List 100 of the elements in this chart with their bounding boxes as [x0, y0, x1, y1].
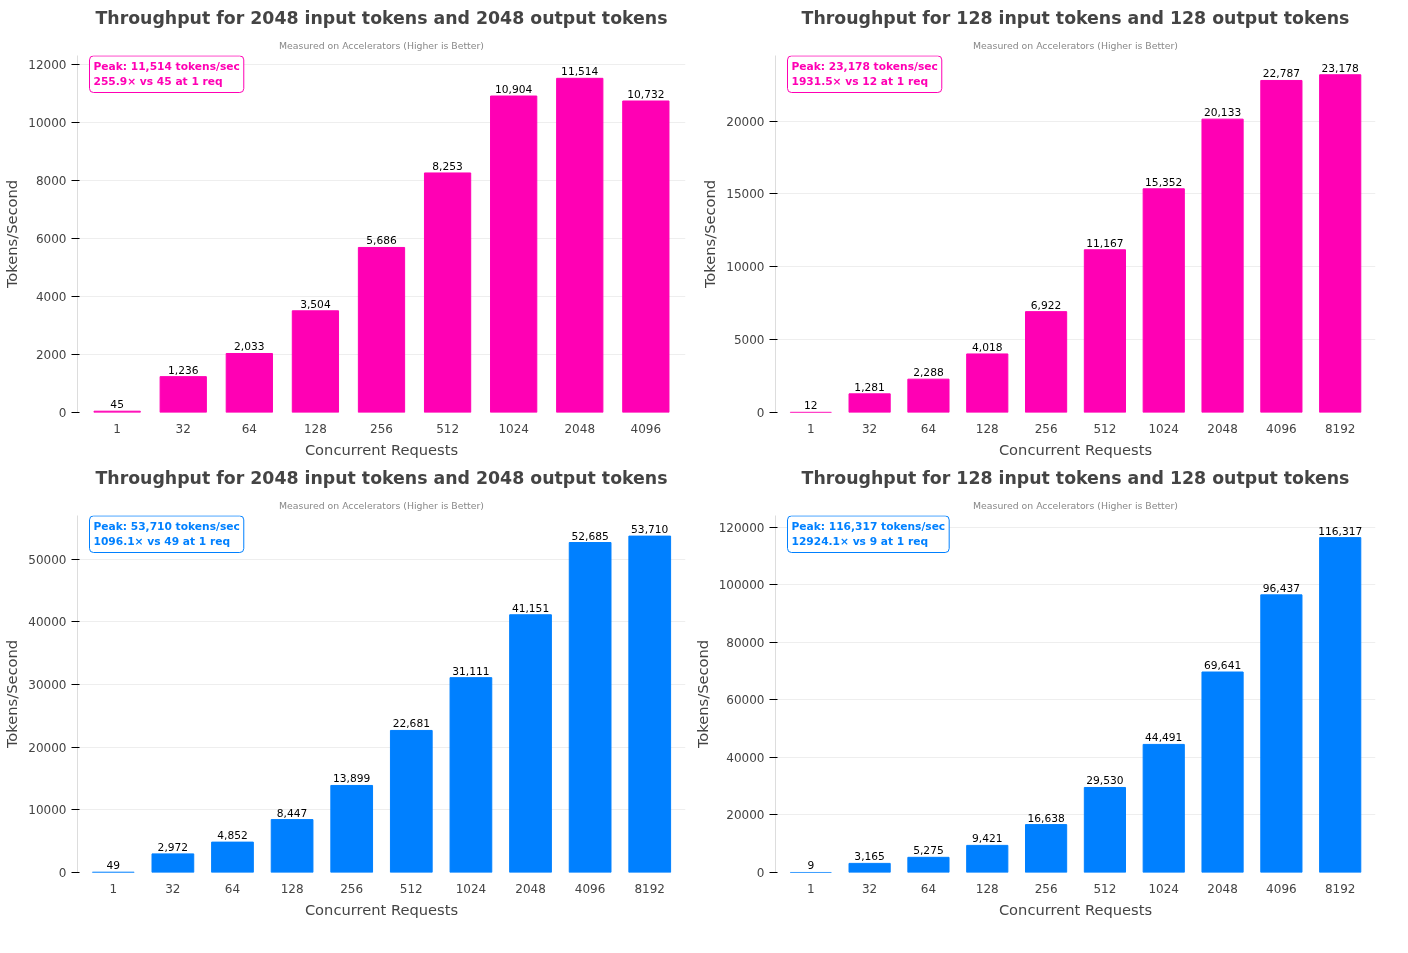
- x-tick-label: 1024: [455, 881, 487, 896]
- x-tick-label: 64: [920, 881, 937, 896]
- y-tick-label: 5000: [733, 333, 765, 348]
- annotation: Peak: 53,710 tokens/sec 1096.1× vs 49 at 1 req: [93, 519, 240, 549]
- text: 11,167: [1086, 236, 1124, 250]
- y-tick-label: 10000: [28, 115, 67, 130]
- x-tick-label: 8192: [1324, 421, 1356, 436]
- text: 1,236: [167, 363, 199, 377]
- y-tick-label: 4000: [35, 289, 67, 304]
- y-tick-label: 2000: [35, 347, 67, 362]
- x-tick-label: 2048: [1207, 421, 1238, 436]
- chart-subtitle: Measured on Accelerators (Higher is Better): [973, 39, 1178, 51]
- y-tick-label: 20000: [726, 808, 765, 823]
- x-tick-label: 8192: [634, 881, 666, 896]
- y-axis-title: Tokens/Second: [3, 639, 21, 750]
- text: 116,317: [1318, 524, 1363, 538]
- y-axis-title: Tokens/Second: [3, 179, 21, 290]
- x-tick-label: 2048: [564, 421, 596, 436]
- x-tick-label: 512: [1093, 421, 1117, 436]
- text: 22,787: [1262, 67, 1301, 81]
- y-tick-label: 20000: [28, 740, 67, 755]
- y-tick-label: 10000: [28, 803, 67, 818]
- chart-subtitle: Measured on Accelerators (Higher is Better): [973, 499, 1178, 511]
- chart-subtitle: Measured on Accelerators (Higher is Better): [279, 499, 484, 511]
- text: 52,685: [571, 529, 609, 543]
- text: 2,288: [913, 366, 944, 380]
- text: 96,437: [1262, 581, 1301, 595]
- x-tick-label: 512: [1093, 881, 1117, 896]
- y-tick-label: 120000: [718, 520, 765, 535]
- x-tick-label: 32: [861, 421, 878, 436]
- y-tick-label: 0: [756, 866, 765, 880]
- text: 4,018: [972, 340, 1003, 354]
- y-tick-label: 80000: [726, 635, 765, 650]
- y-tick-label: 15000: [726, 187, 765, 202]
- chart-subtitle: Measured on Accelerators (Higher is Better): [279, 39, 484, 51]
- annotation: Peak: 116,317 tokens/sec 12924.1× vs 9 at 1 req: [791, 519, 946, 549]
- chart-title: Throughput for 2048 input tokens and 2048 output tokens: [95, 467, 668, 488]
- x-tick-label: 1024: [1148, 881, 1180, 896]
- x-tick-label: 32: [165, 881, 181, 896]
- text: 9,421: [972, 832, 1003, 846]
- text: 49: [106, 859, 121, 873]
- x-tick-label: 64: [920, 421, 937, 436]
- annotation: Peak: 11,514 tokens/sec 255.9× vs 45 at 1 req: [93, 59, 240, 89]
- x-tick-label: 1024: [1148, 421, 1180, 436]
- text: 45: [110, 398, 124, 412]
- text: 29,530: [1086, 774, 1124, 788]
- text: 13,899: [333, 772, 371, 786]
- x-tick-label: 1024: [498, 421, 529, 436]
- y-tick-label: 60000: [726, 693, 765, 708]
- text: 3,504: [300, 297, 331, 311]
- x-axis-title: Concurrent Requests: [998, 900, 1153, 918]
- x-tick-label: 128: [303, 421, 327, 436]
- text: 11,514: [561, 65, 599, 79]
- x-tick-label: 32: [861, 881, 878, 896]
- y-tick-label: 40000: [726, 750, 765, 765]
- text: 6,922: [1030, 298, 1062, 312]
- x-tick-label: 128: [975, 881, 999, 896]
- text: 2,033: [234, 340, 265, 354]
- chart-title: Throughput for 128 input tokens and 128 output tokens: [801, 467, 1350, 488]
- x-tick-label: 128: [280, 881, 304, 896]
- text: 69,641: [1203, 659, 1242, 672]
- text: 2,972: [157, 840, 189, 854]
- x-tick-label: 1: [113, 421, 121, 436]
- text: 5,686: [366, 234, 397, 248]
- x-tick-label: 2048: [515, 881, 546, 896]
- x-tick-label: 4096: [630, 421, 662, 436]
- text: 12: [804, 399, 818, 413]
- text: 8,447: [276, 806, 308, 820]
- text: 3,165: [854, 850, 885, 864]
- x-tick-label: 256: [370, 421, 393, 436]
- text: 4,852: [217, 829, 248, 843]
- x-tick-label: 4096: [574, 881, 606, 896]
- y-axis-title: Tokens/Second: [693, 639, 711, 750]
- x-tick-label: 512: [399, 881, 423, 896]
- text: 16,638: [1027, 811, 1065, 825]
- text: 44,491: [1145, 731, 1183, 745]
- text: 8,253: [432, 159, 463, 173]
- x-tick-label: 512: [436, 421, 460, 436]
- x-tick-label: 4096: [1266, 881, 1297, 896]
- text: 9: [807, 859, 815, 873]
- text: 10,732: [627, 88, 665, 102]
- text: 20,133: [1203, 106, 1242, 120]
- x-tick-label: 1: [806, 421, 815, 436]
- text: 23,178: [1321, 61, 1359, 75]
- y-tick-label: 0: [58, 866, 67, 880]
- x-tick-label: 2048: [1207, 881, 1238, 896]
- y-tick-label: 20000: [726, 114, 765, 129]
- x-tick-label: 1: [109, 881, 118, 896]
- x-tick-label: 64: [241, 421, 257, 436]
- y-tick-label: 10000: [726, 260, 765, 275]
- x-axis-title: Concurrent Requests: [304, 440, 459, 458]
- x-tick-label: 64: [224, 881, 241, 896]
- x-axis-title: Concurrent Requests: [998, 440, 1153, 458]
- text: 1,281: [854, 380, 885, 394]
- y-tick-label: 0: [58, 406, 67, 420]
- y-tick-label: 100000: [718, 578, 765, 593]
- x-tick-label: 256: [340, 881, 364, 896]
- chart-title: Throughput for 128 input tokens and 128 output tokens: [801, 7, 1350, 28]
- text: 15,352: [1145, 175, 1183, 189]
- annotation: Peak: 23,178 tokens/sec 1931.5× vs 12 at 1 req: [791, 59, 938, 89]
